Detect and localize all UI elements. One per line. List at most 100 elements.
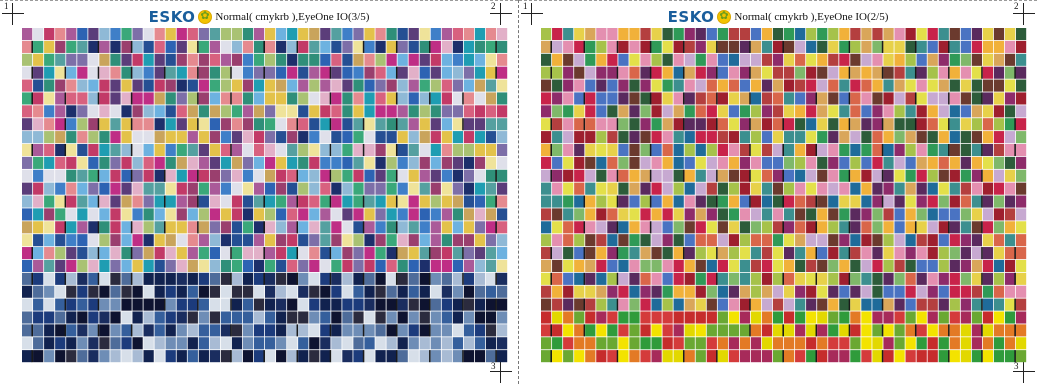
- color-patch: [77, 131, 88, 144]
- patch-separator: [395, 118, 398, 131]
- color-patch: [408, 285, 419, 298]
- color-patch: [66, 208, 77, 221]
- color-patch: [1015, 298, 1027, 311]
- color-patch: [143, 324, 154, 337]
- color-patch: [662, 298, 673, 311]
- color-patch: [198, 272, 209, 285]
- color-patch: [563, 298, 574, 311]
- color-patch: [276, 28, 287, 41]
- color-patch: [22, 156, 33, 169]
- color-patch: [828, 259, 839, 272]
- color-patch: [375, 311, 386, 324]
- color-patch: [165, 337, 176, 350]
- color-patch: [77, 105, 88, 118]
- color-patch: [474, 247, 486, 260]
- patch-separator: [429, 247, 431, 260]
- color-patch: [960, 234, 971, 247]
- color-patch: [276, 53, 287, 66]
- color-patch: [220, 195, 232, 208]
- color-patch: [850, 350, 861, 363]
- color-patch: [220, 105, 232, 118]
- color-patch: [132, 105, 143, 118]
- color-patch: [916, 105, 927, 118]
- color-patch: [441, 234, 452, 247]
- color-patch: [806, 131, 817, 144]
- color-patch: [342, 259, 353, 272]
- color-patch: [176, 92, 187, 105]
- color-patch: [22, 40, 33, 53]
- patch-separator: [550, 350, 553, 363]
- color-patch: [629, 53, 640, 66]
- color-patch: [684, 66, 695, 79]
- color-patch: [298, 337, 309, 350]
- color-patch: [165, 79, 176, 92]
- color-patch: [728, 195, 740, 208]
- color-patch: [176, 272, 187, 285]
- color-patch: [253, 53, 265, 66]
- color-patch: [22, 195, 33, 208]
- color-patch: [419, 285, 430, 298]
- color-patch: [861, 40, 872, 53]
- color-patch: [817, 311, 828, 324]
- color-patch: [33, 182, 44, 195]
- color-patch: [77, 272, 88, 285]
- color-patch: [364, 53, 375, 66]
- color-patch: [861, 298, 872, 311]
- color-patch: [474, 105, 486, 118]
- patch-separator: [329, 92, 332, 105]
- color-patch: [88, 169, 99, 182]
- color-patch: [198, 259, 209, 272]
- color-patch: [452, 79, 464, 92]
- color-patch: [640, 182, 651, 195]
- color-patch: [585, 131, 596, 144]
- color-patch: [640, 28, 651, 41]
- color-patch: [971, 118, 983, 131]
- color-patch: [397, 350, 408, 363]
- esko-logo: ESKO: [667, 7, 715, 26]
- registration-mark-1: 1: [2, 2, 24, 25]
- color-patch: [894, 40, 905, 53]
- color-patch: [828, 324, 839, 337]
- color-patch: [971, 66, 983, 79]
- color-patch: [176, 195, 187, 208]
- patch-separator: [462, 118, 464, 131]
- color-patch: [110, 92, 121, 105]
- color-patch: [618, 350, 629, 363]
- color-patch: [673, 53, 684, 66]
- color-patch: [496, 324, 508, 337]
- color-patch: [927, 118, 938, 131]
- color-patch: [960, 182, 971, 195]
- color-patch: [419, 92, 430, 105]
- color-patch: [861, 311, 872, 324]
- color-patch: [441, 298, 452, 311]
- color-patch: [784, 324, 795, 337]
- color-patch: [850, 169, 861, 182]
- color-patch: [496, 208, 508, 221]
- color-patch: [33, 285, 44, 298]
- color-patch: [430, 118, 441, 131]
- color-patch: [320, 79, 331, 92]
- color-patch: [110, 272, 121, 285]
- color-patch: [165, 156, 176, 169]
- color-patch: [971, 156, 983, 169]
- color-patch: [1004, 131, 1016, 144]
- patch-separator: [362, 272, 365, 285]
- color-patch: [574, 131, 585, 144]
- color-patch: [828, 208, 839, 221]
- color-patch: [88, 66, 99, 79]
- color-patch: [22, 28, 33, 41]
- color-patch: [574, 350, 585, 363]
- color-patch: [993, 156, 1005, 169]
- color-patch: [541, 169, 552, 182]
- color-patch: [717, 337, 728, 350]
- color-patch: [474, 259, 486, 272]
- color-patch: [342, 169, 353, 182]
- color-patch: [938, 221, 949, 234]
- color-patch: [596, 131, 607, 144]
- color-patch: [894, 311, 905, 324]
- color-patch: [828, 195, 839, 208]
- color-patch: [596, 285, 607, 298]
- color-patch: [1015, 350, 1027, 363]
- patch-separator: [881, 324, 884, 337]
- color-patch: [541, 53, 552, 66]
